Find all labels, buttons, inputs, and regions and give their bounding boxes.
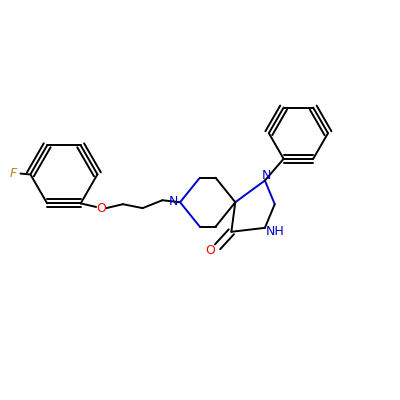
Text: O: O	[96, 202, 106, 215]
Text: F: F	[9, 167, 16, 180]
Text: O: O	[206, 244, 215, 257]
Text: N: N	[262, 169, 272, 182]
Text: N: N	[169, 194, 178, 208]
Text: NH: NH	[265, 224, 284, 238]
